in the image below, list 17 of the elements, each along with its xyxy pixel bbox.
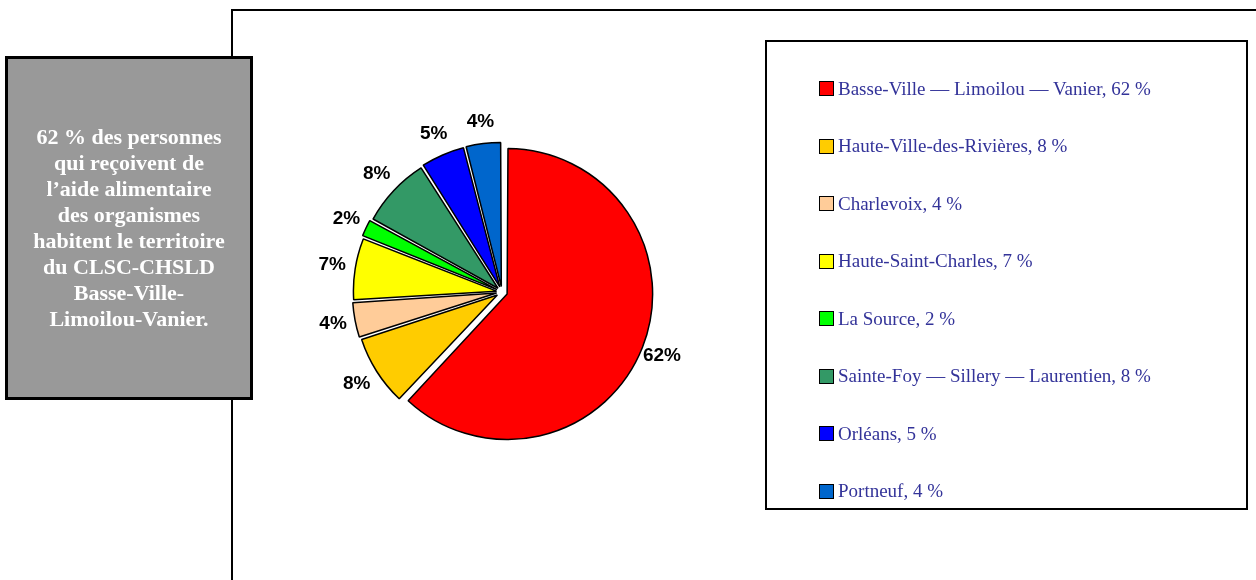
legend-label: Portneuf, 4 % bbox=[838, 480, 944, 503]
legend-label: Haute-Ville-des-Rivières, 8 % bbox=[838, 135, 1068, 158]
data-label: 8% bbox=[343, 372, 371, 394]
legend-label: Haute-Saint-Charles, 7 % bbox=[838, 250, 1033, 273]
legend-label: Charlevoix, 4 % bbox=[838, 192, 963, 215]
legend-label: La Source, 2 % bbox=[838, 307, 956, 330]
data-label: 7% bbox=[318, 253, 346, 275]
data-label: 62% bbox=[642, 343, 682, 365]
legend-label: Basse-Ville — Limoilou — Vanier, 62 % bbox=[838, 77, 1151, 100]
legend-label: Sainte-Foy — Sillery — Laurentien, 8 % bbox=[838, 365, 1151, 388]
data-label: 8% bbox=[362, 162, 391, 184]
data-label: 4% bbox=[466, 109, 495, 131]
legend-label: Orléans, 5 % bbox=[838, 422, 937, 445]
data-label: 5% bbox=[419, 122, 448, 144]
text: 62 % des personnes qui reçoivent de l’aide alimentaire des organismes habitent le territoire du CLSC-CHSLD Basse-Ville-Limoilou-Vanier. bbox=[5, 56, 253, 400]
data-label: 2% bbox=[332, 207, 361, 228]
data-label: 4% bbox=[319, 312, 347, 334]
